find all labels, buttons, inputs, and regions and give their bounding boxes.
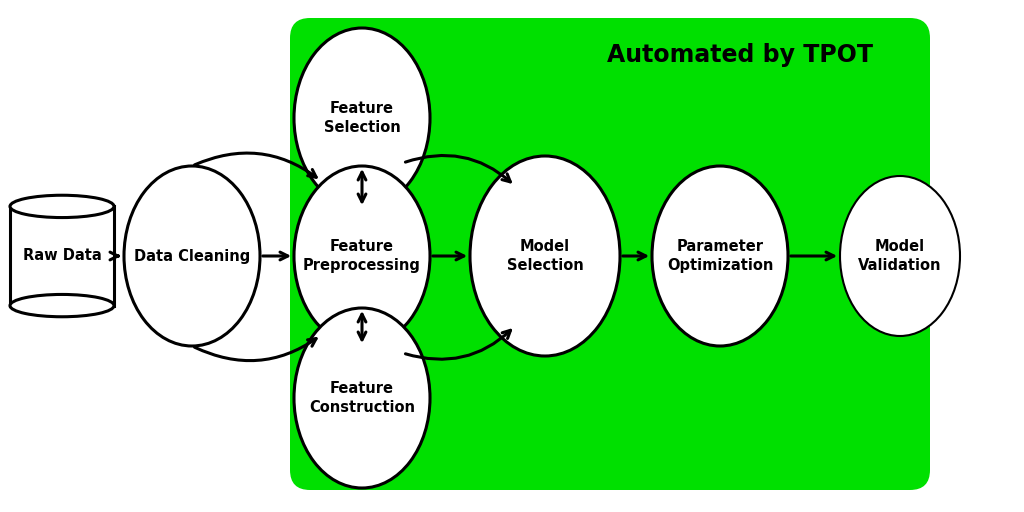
Text: Parameter
Optimization: Parameter Optimization (667, 239, 773, 273)
Ellipse shape (124, 166, 260, 346)
Text: Model
Validation: Model Validation (858, 239, 942, 273)
Text: Raw Data: Raw Data (23, 248, 101, 264)
Bar (10, 206, 114, 306)
Text: Feature
Preprocessing: Feature Preprocessing (303, 239, 421, 273)
Ellipse shape (294, 308, 430, 488)
Text: Feature
Selection: Feature Selection (324, 100, 400, 135)
Ellipse shape (10, 195, 114, 218)
Ellipse shape (652, 166, 788, 346)
FancyBboxPatch shape (290, 18, 930, 490)
Ellipse shape (294, 166, 430, 346)
Ellipse shape (840, 176, 961, 336)
Ellipse shape (10, 294, 114, 317)
Ellipse shape (294, 28, 430, 208)
Text: Data Cleaning: Data Cleaning (134, 248, 250, 264)
Text: Feature
Construction: Feature Construction (309, 380, 415, 415)
Text: Automated by TPOT: Automated by TPOT (607, 43, 873, 67)
Ellipse shape (470, 156, 620, 356)
Text: Model
Selection: Model Selection (507, 239, 584, 273)
